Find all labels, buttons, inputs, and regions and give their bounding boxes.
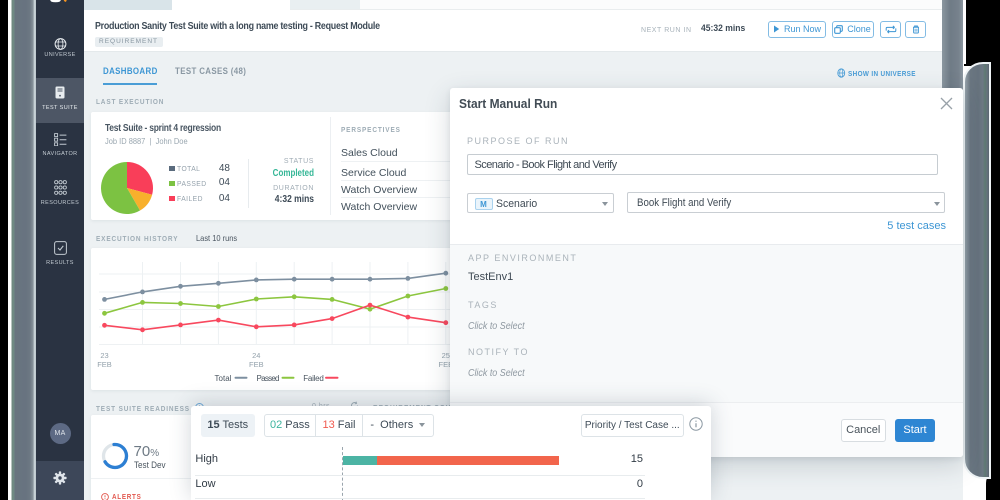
svg-text:Passed: Passed [256,374,279,383]
svg-text:FEB: FEB [249,360,264,369]
svg-text:23: 23 [100,351,108,360]
svg-text:25: 25 [441,351,449,360]
svg-text:24: 24 [252,351,260,360]
svg-text:FEB: FEB [97,360,112,369]
svg-text:Failed: Failed [303,374,324,383]
svg-text:FEB: FEB [438,360,453,369]
svg-text:Total: Total [214,374,231,383]
